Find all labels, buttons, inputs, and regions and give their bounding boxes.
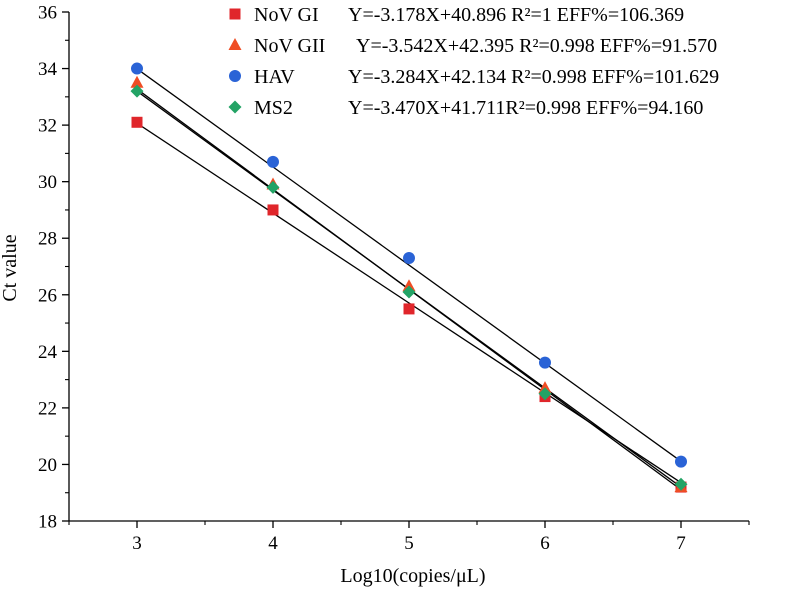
x-tick-label: 4 — [268, 533, 278, 554]
y-tick-label: 30 — [38, 172, 57, 193]
y-tick-label: 22 — [38, 398, 57, 419]
y-tick-label: 28 — [38, 229, 57, 250]
point-nov-gi — [403, 303, 415, 315]
point-hav — [539, 356, 551, 369]
legend-equation-nov-gi: Y=-3.178X+40.896 R²=1 EFF%=106.369 — [348, 4, 684, 26]
legend-marker-nov-gi — [229, 8, 241, 20]
point-hav — [403, 252, 415, 265]
legend-marker-ms2 — [228, 100, 242, 114]
legend-equation-nov-gii: Y=-3.542X+42.395 R²=0.998 EFF%=91.570 — [356, 35, 717, 57]
y-tick-label: 36 — [38, 3, 57, 24]
legend-equation-hav: Y=-3.284X+42.134 R²=0.998 EFF%=101.629 — [348, 66, 719, 88]
point-nov-gi — [267, 204, 279, 216]
point-hav — [267, 155, 279, 168]
point-ms2 — [538, 387, 552, 401]
data-points — [130, 62, 688, 493]
point-nov-gi — [131, 116, 143, 128]
x-tick-label: 6 — [540, 533, 550, 554]
y-tick-label: 20 — [38, 455, 57, 476]
legend-marker-nov-gii — [228, 38, 242, 50]
point-nov-gii — [130, 75, 144, 88]
y-tick-label: 26 — [38, 285, 57, 306]
point-nov-gii — [402, 279, 416, 292]
legend-name-ms2: MS2 — [254, 97, 293, 119]
point-hav — [675, 455, 687, 468]
x-tick-label: 5 — [404, 533, 414, 554]
y-tick-label: 18 — [38, 512, 57, 533]
legend-name-nov-gii: NoV GII — [254, 35, 325, 57]
legend-equation-ms2: Y=-3.470X+41.711R²=0.998 EFF%=94.160 — [348, 97, 703, 119]
legend-marker-hav — [229, 70, 241, 82]
fit-lines — [136, 68, 682, 491]
x-tick-label: 3 — [132, 533, 142, 554]
point-ms2 — [130, 84, 144, 98]
y-axis-title: Ct value — [0, 234, 21, 301]
x-axis-title: Log10(copies/μL) — [340, 565, 485, 587]
y-tick-label: 24 — [38, 342, 58, 363]
point-ms2 — [402, 285, 416, 299]
y-tick-label: 32 — [38, 116, 57, 137]
legend-name-nov-gi: NoV GI — [254, 4, 319, 26]
legend-name-hav: HAV — [254, 66, 295, 88]
fit-line-nov-gi — [136, 122, 682, 484]
fit-line-hav — [136, 68, 682, 462]
x-tick-label: 7 — [676, 533, 686, 554]
point-hav — [131, 62, 143, 75]
point-ms2 — [674, 477, 688, 491]
point-nov-gii — [538, 381, 552, 394]
y-tick-label: 34 — [38, 59, 58, 80]
legend: NoV GI Y=-3.178X+40.896 R²=1 EFF%=106.369… — [228, 4, 719, 119]
point-ms2 — [266, 180, 280, 194]
